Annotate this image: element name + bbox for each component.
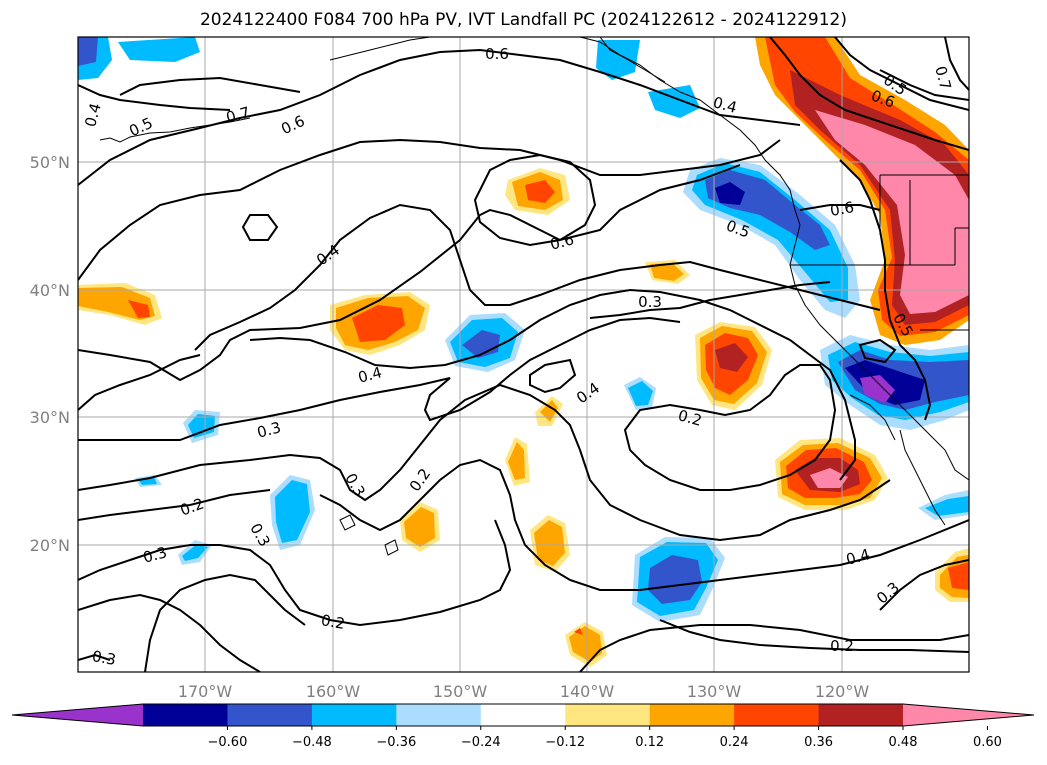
longitude-labels: 170°W 160°W 150°W 140°W 130°W 120°W — [178, 682, 870, 701]
contour-label: 0.3 — [91, 647, 118, 669]
colorbar-tick-label: 0.36 — [804, 735, 833, 750]
colorbar-tick-label: −0.60 — [208, 735, 248, 750]
contour-label: 0.6 — [278, 112, 307, 138]
lon-label: 150°W — [433, 682, 488, 701]
contour-label: 0.3 — [341, 470, 369, 500]
colorbar-segment — [818, 704, 904, 726]
contour-label: 0.4 — [81, 101, 105, 129]
colorbar-segment — [227, 704, 313, 726]
lon-label: 140°W — [560, 682, 615, 701]
colorbar-tick-label: 0.12 — [635, 735, 664, 750]
colorbar-tick-label: −0.36 — [376, 735, 416, 750]
colorbar-tick-label: 0.48 — [889, 735, 918, 750]
lon-label: 170°W — [178, 682, 233, 701]
contour-label: 0.5 — [126, 114, 155, 140]
contour-label: 0.4 — [573, 379, 603, 407]
colorbar-segment — [311, 704, 397, 726]
lon-label: 130°W — [687, 682, 742, 701]
colorbar-segment — [396, 704, 482, 726]
colorbar-tick-label: 0.24 — [720, 735, 749, 750]
anomaly-fills — [78, 37, 969, 667]
contour-label: 0.4 — [313, 241, 343, 269]
colorbar-tick-label: −0.24 — [461, 735, 501, 750]
contour-label: 0.4 — [844, 545, 872, 569]
colorbar-tick-label: −0.12 — [545, 735, 585, 750]
coastlines — [99, 37, 969, 556]
lat-label: 20°N — [30, 536, 70, 555]
colorbar-outline — [11, 703, 1035, 727]
colorbar: −0.60 −0.48 −0.36 −0.24 −0.12 0.12 0.24 0.36 0.4… — [11, 703, 1035, 750]
grid-lines — [78, 37, 969, 672]
contour-label: 0.3 — [141, 543, 169, 567]
pv-contours — [78, 37, 969, 672]
contour-label: 0.2 — [320, 611, 347, 633]
colorbar-segment — [143, 704, 228, 726]
contour-label: 0.6 — [485, 45, 509, 63]
contour-label: 0.2 — [178, 494, 207, 519]
colorbar-segment — [649, 704, 735, 726]
colorbar-extend-low — [12, 704, 143, 726]
contour-label: 0.2 — [676, 406, 704, 430]
colorbar-segment — [565, 704, 651, 726]
colorbar-extend-high — [903, 704, 1034, 726]
contour-label: 0.2 — [830, 637, 854, 655]
lat-label: 50°N — [30, 153, 70, 172]
colorbar-segment — [480, 704, 566, 726]
contour-label: 0.3 — [873, 578, 903, 607]
contour-label: 0.4 — [711, 93, 739, 117]
map-title: 2024122400 F084 700 hPa PV, IVT Landfall… — [199, 10, 847, 30]
contour-label: 0.7 — [931, 64, 955, 92]
lat-label: 40°N — [30, 281, 70, 300]
contour-label: 0.6 — [829, 198, 856, 220]
contour-label: 0.3 — [638, 293, 662, 311]
colorbar-tick-label: −0.48 — [292, 735, 332, 750]
contour-label: 0.6 — [548, 230, 576, 254]
colorbar-segment — [734, 704, 820, 726]
latitude-labels: 50°N 40°N 30°N 20°N — [30, 153, 70, 555]
map-frame — [77, 36, 970, 673]
contour-label: 0.3 — [255, 418, 283, 442]
colorbar-tick-label: 0.60 — [973, 735, 1002, 750]
contour-label: 0.4 — [356, 363, 384, 387]
lon-label: 120°W — [815, 682, 870, 701]
lon-label: 160°W — [306, 682, 361, 701]
contour-label: 0.7 — [224, 103, 252, 127]
lat-label: 30°N — [30, 408, 70, 427]
